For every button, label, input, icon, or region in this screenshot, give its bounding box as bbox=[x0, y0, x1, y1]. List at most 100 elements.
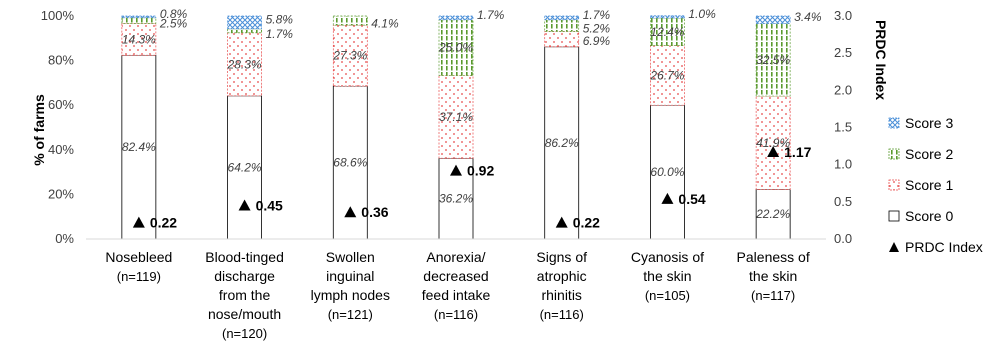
segment-labels-layer: 82.4%14.3%2.5%0.8%64.2%28.3%1.7%5.8%68.6… bbox=[122, 7, 822, 221]
x-category-label: (n=117) bbox=[751, 288, 795, 303]
bar-segment-score-3 bbox=[544, 15, 580, 21]
x-category-label: the skin bbox=[749, 268, 797, 284]
bar-segment-score-3 bbox=[650, 15, 685, 19]
score-2-value-label: 4.1% bbox=[371, 17, 399, 31]
score-0-value-label: 82.4% bbox=[122, 140, 156, 154]
score-3-value-label: 0.8% bbox=[160, 7, 188, 21]
x-category-label: Signs of bbox=[536, 249, 587, 265]
bar-segment-score-0 bbox=[121, 54, 157, 240]
score-1-value-label: 26.7% bbox=[649, 68, 684, 82]
bar-segment-score-2 bbox=[121, 17, 157, 24]
prdc-marker bbox=[767, 146, 780, 158]
x-category-label: (n=119) bbox=[117, 269, 161, 284]
y-tick-label: 80% bbox=[48, 53, 74, 68]
score-0-value-label: 36.2% bbox=[439, 192, 473, 206]
bar-segment-score-2 bbox=[438, 19, 474, 76]
prdc-marker bbox=[132, 216, 145, 228]
score-1-value-label: 37.1% bbox=[439, 110, 473, 124]
y2-tick-label: 2.5 bbox=[834, 45, 852, 60]
score-2-value-label: 32.5% bbox=[756, 53, 790, 67]
x-category-label: from the bbox=[219, 287, 271, 303]
y2-tick-label: 1.5 bbox=[834, 120, 852, 135]
legend-swatch bbox=[888, 117, 900, 129]
legend: Score 3 Score 2 Score 1 Score 0 PRDC Index bbox=[888, 115, 983, 255]
x-category-label: discharge bbox=[214, 268, 275, 284]
score-1-value-label: 28.3% bbox=[227, 57, 262, 71]
prdc-value-label: 0.54 bbox=[678, 191, 705, 207]
bar-segment-score-2 bbox=[332, 15, 368, 26]
x-category-label: Swollen bbox=[326, 249, 375, 265]
y2-tick-label: 2.0 bbox=[834, 82, 852, 97]
bar-segment-score-0 bbox=[650, 104, 685, 240]
legend-label: PRDC Index bbox=[905, 239, 983, 255]
bar-segment-score-2 bbox=[755, 23, 791, 97]
bar-segment-score-1 bbox=[438, 75, 474, 159]
bar-segment-score-1 bbox=[544, 31, 580, 48]
y2-tick-label: 1.0 bbox=[834, 157, 852, 172]
prdc-marker bbox=[555, 216, 568, 228]
x-category-label: Anorexia/ bbox=[426, 249, 485, 265]
x-category-label: Paleness of bbox=[737, 249, 810, 265]
bar-segment-score-3 bbox=[121, 15, 157, 19]
score-0-value-label: 22.2% bbox=[755, 207, 790, 221]
y-tick-label: 20% bbox=[48, 186, 74, 201]
score-0-value-label: 68.6% bbox=[333, 156, 367, 170]
y-tick-label: 0% bbox=[55, 231, 74, 246]
score-1-value-label: 14.3% bbox=[122, 32, 156, 46]
x-category-label: decreased bbox=[423, 268, 488, 284]
prdc-value-label: 0.92 bbox=[467, 163, 494, 179]
legend-swatch bbox=[888, 210, 900, 222]
prdc-marker bbox=[661, 192, 674, 204]
y2-tick-label: 3.0 bbox=[834, 8, 852, 23]
prdc-value-label: 0.22 bbox=[573, 215, 600, 231]
legend-label: Score 2 bbox=[905, 146, 953, 162]
x-category-label: rhinitis bbox=[541, 287, 581, 303]
score-0-value-label: 60.0% bbox=[650, 165, 684, 179]
prdc-markers-layer: 0.22 0.45 0.36 0.92 0.22 0.54 1.17 bbox=[132, 144, 812, 231]
score-0-value-label: 64.2% bbox=[228, 160, 262, 174]
x-category-label: (n=120) bbox=[222, 326, 267, 341]
bar-segment-score-3 bbox=[438, 15, 474, 21]
prdc-value-label: 0.22 bbox=[150, 215, 177, 231]
x-category-label: (n=116) bbox=[434, 307, 478, 322]
bar-segment-score-3 bbox=[227, 15, 262, 30]
y-tick-label: 40% bbox=[48, 142, 74, 157]
prdc-value-label: 0.45 bbox=[256, 198, 283, 214]
score-1-value-label: 41.9% bbox=[756, 136, 790, 150]
bar-segment-score-2 bbox=[227, 28, 262, 34]
score-2-value-label: 1.7% bbox=[266, 27, 294, 41]
x-category-label: (n=116) bbox=[540, 307, 584, 322]
x-category-label: inguinal bbox=[326, 268, 374, 284]
legend-swatch bbox=[888, 179, 900, 191]
x-category-label: (n=121) bbox=[328, 307, 373, 322]
y-tick-label: 100% bbox=[41, 8, 75, 23]
x-category-label: Blood-tinged bbox=[205, 249, 284, 265]
y2-tick-label: 0.0 bbox=[834, 231, 852, 246]
bar-segment-score-3 bbox=[755, 15, 791, 24]
bar-segment-score-1 bbox=[332, 24, 368, 87]
bar-segment-score-1 bbox=[755, 95, 791, 190]
legend-label: Score 1 bbox=[905, 177, 953, 193]
score-3-value-label: 1.7% bbox=[477, 8, 505, 22]
prdc-marker bbox=[238, 199, 251, 211]
bar-segment-score-1 bbox=[121, 23, 157, 56]
legend-marker-prdc bbox=[889, 242, 899, 252]
legend-label: Score 0 bbox=[905, 208, 953, 224]
bar-segment-score-1 bbox=[227, 32, 262, 97]
prdc-marker bbox=[450, 164, 462, 176]
score-3-value-label: 3.4% bbox=[794, 10, 822, 24]
score-1-value-label: 27.3% bbox=[332, 49, 367, 63]
y-tick-label: 60% bbox=[48, 97, 74, 112]
score-3-value-label: 1.7% bbox=[583, 8, 611, 22]
x-category-label: the skin bbox=[643, 268, 691, 284]
bar-segment-score-2 bbox=[544, 19, 580, 32]
y2-axis-title: PRDC Index bbox=[873, 20, 889, 100]
x-category-label: Nosebleed bbox=[105, 249, 172, 265]
x-category-label: (n=105) bbox=[645, 288, 690, 303]
bar-segment-score-1 bbox=[650, 45, 685, 106]
x-category-label: Cyanosis of bbox=[631, 249, 704, 265]
bar-segment-score-2 bbox=[650, 17, 685, 47]
score-2-value-label: 25.0% bbox=[438, 41, 473, 55]
x-category-label: lymph nodes bbox=[311, 287, 390, 303]
